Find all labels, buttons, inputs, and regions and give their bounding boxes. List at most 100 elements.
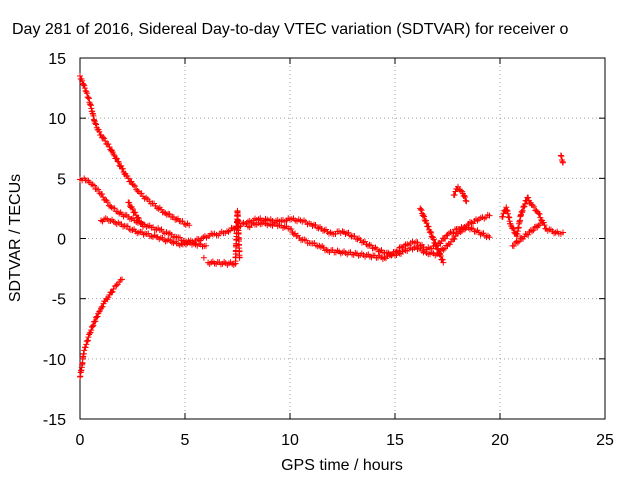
data-point — [421, 217, 428, 224]
data-point — [128, 178, 135, 185]
data-point — [86, 101, 93, 108]
axis-ticks: 0 5 10 15 20 25 -15 -10 -5 0 5 10 15 — [43, 51, 614, 449]
data-point — [92, 120, 99, 127]
data-point — [418, 207, 425, 214]
data-point — [426, 229, 433, 236]
data-point — [155, 205, 162, 212]
data-point — [94, 313, 101, 320]
data-point — [521, 203, 528, 210]
data-point — [109, 288, 116, 295]
data-point — [96, 307, 103, 314]
data-point — [520, 204, 527, 211]
data-point — [440, 246, 447, 253]
data-point — [93, 314, 100, 321]
data-point — [423, 220, 430, 227]
data-point — [102, 138, 109, 145]
data-point — [510, 242, 517, 249]
x-tick-label: 5 — [181, 432, 190, 449]
data-point — [533, 223, 539, 230]
data-point — [419, 212, 426, 219]
data-point — [135, 215, 142, 222]
data-point — [440, 259, 447, 266]
data-point — [462, 197, 469, 204]
y-tick-label: -10 — [43, 352, 66, 369]
data-point — [510, 226, 517, 233]
data-point — [457, 187, 464, 194]
data-point — [134, 214, 141, 221]
data-point — [81, 82, 88, 89]
x-tick-label: 0 — [76, 432, 85, 449]
data-point — [430, 236, 437, 243]
data-point — [436, 251, 443, 258]
data-point — [525, 194, 532, 201]
data-points — [77, 73, 566, 380]
data-point — [462, 193, 468, 200]
data-point — [461, 192, 468, 199]
data-point — [83, 341, 90, 348]
data-point — [522, 231, 529, 238]
data-point — [119, 165, 126, 172]
data-point — [90, 322, 97, 329]
data-point — [535, 210, 542, 217]
data-point — [93, 121, 100, 128]
data-point — [161, 209, 167, 216]
data-point — [186, 222, 193, 229]
data-point — [437, 252, 444, 259]
data-point — [88, 327, 95, 334]
data-point — [499, 213, 506, 220]
data-point — [425, 223, 432, 230]
data-point — [457, 229, 464, 236]
data-point — [441, 245, 448, 252]
data-point — [560, 159, 566, 166]
data-point — [132, 209, 139, 216]
data-point — [516, 238, 523, 245]
data-point — [92, 318, 99, 325]
data-point — [531, 203, 538, 210]
data-point — [536, 211, 543, 218]
data-point — [557, 152, 564, 159]
data-point — [463, 198, 470, 205]
data-point — [451, 191, 458, 198]
data-point — [96, 128, 103, 135]
y-tick-label: 5 — [57, 171, 66, 188]
data-point — [77, 73, 83, 80]
data-point — [125, 175, 132, 182]
data-point — [126, 199, 133, 206]
data-point — [236, 254, 243, 261]
y-tick-label: 15 — [48, 51, 66, 68]
data-point — [486, 234, 493, 241]
y-tick-label: -15 — [43, 412, 66, 429]
data-point — [85, 94, 92, 101]
data-point — [530, 227, 537, 234]
data-point — [559, 158, 566, 165]
data-point — [81, 347, 88, 354]
data-point — [89, 181, 96, 188]
data-point — [519, 207, 526, 214]
data-point — [129, 205, 136, 212]
data-point — [84, 337, 91, 344]
data-point — [455, 183, 461, 190]
data-point — [91, 182, 97, 189]
data-point — [288, 226, 295, 233]
data-point — [95, 308, 102, 315]
data-point — [529, 228, 536, 235]
data-point — [84, 94, 91, 101]
data-point — [163, 211, 170, 218]
data-point — [116, 210, 123, 217]
data-point — [114, 158, 121, 165]
data-point — [84, 337, 91, 344]
y-tick-label: 0 — [57, 232, 66, 249]
data-point — [140, 223, 146, 230]
data-point — [108, 289, 115, 296]
data-point — [138, 190, 145, 197]
data-point — [560, 229, 566, 236]
data-point — [166, 211, 173, 218]
data-point — [518, 208, 525, 215]
data-point — [79, 77, 86, 84]
data-point — [119, 276, 125, 283]
data-point — [442, 235, 449, 242]
data-point — [95, 186, 102, 193]
data-point — [104, 199, 111, 206]
